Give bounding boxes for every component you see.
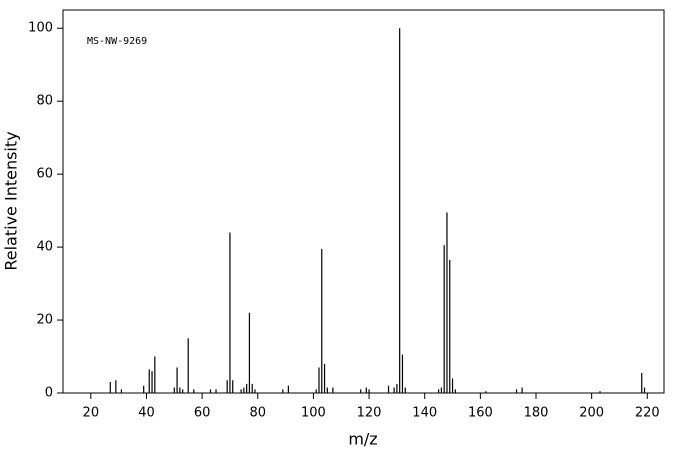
x-tick-label: 120 — [357, 406, 382, 421]
x-tick-label: 20 — [83, 406, 100, 421]
y-tick-label: 20 — [36, 313, 53, 328]
y-tick-label: 0 — [45, 386, 53, 401]
x-tick-label: 160 — [468, 406, 493, 421]
y-axis-label: Relative Intensity — [2, 131, 21, 270]
annotation: MS-NW-9269 — [87, 36, 147, 47]
plot-frame — [62, 9, 665, 394]
y-tick-label: 60 — [36, 167, 53, 182]
x-tick-label: 220 — [635, 406, 660, 421]
y-tick-label: 40 — [36, 240, 53, 255]
x-tick-label: 60 — [194, 406, 211, 421]
y-tick-label: 80 — [36, 94, 53, 109]
x-tick-label: 200 — [579, 406, 604, 421]
x-tick-label: 80 — [249, 406, 266, 421]
y-tick-label: 100 — [28, 21, 53, 36]
x-axis-label: m/z — [348, 430, 377, 449]
x-tick-label: 100 — [301, 406, 326, 421]
x-tick-label: 180 — [524, 406, 549, 421]
x-tick-label: 40 — [138, 406, 155, 421]
x-tick-label: 140 — [412, 406, 437, 421]
